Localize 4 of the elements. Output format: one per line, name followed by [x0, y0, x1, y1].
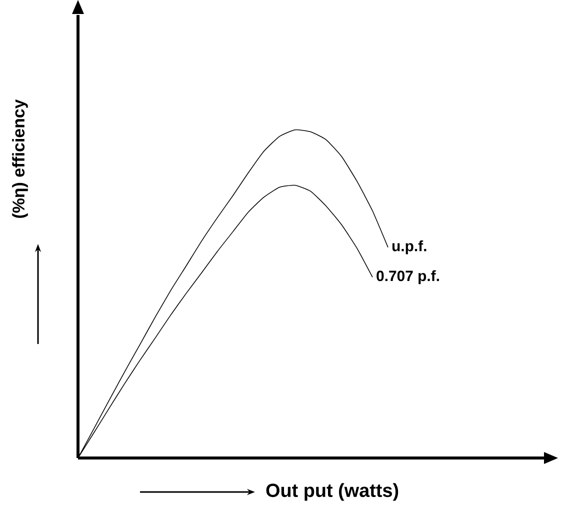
series-label: 0.707 p.f.: [376, 270, 439, 284]
series-label: u.p.f.: [392, 240, 426, 254]
y-axis-title: (%η) efficiency: [12, 99, 28, 218]
x-axis-title: Out put (watts): [266, 483, 398, 501]
